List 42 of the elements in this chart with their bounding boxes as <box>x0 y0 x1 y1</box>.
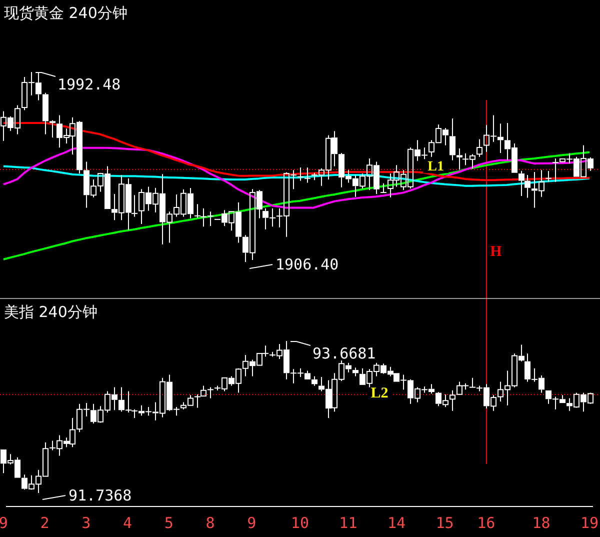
annotation: 91.7368 <box>68 486 132 504</box>
x-tick-label: 9 <box>0 514 8 532</box>
annotation: 1992.48 <box>58 75 121 94</box>
x-tick-label: 19 <box>580 514 599 532</box>
ref-line-label: L1 <box>428 160 444 175</box>
x-tick-label: 10 <box>290 514 309 532</box>
x-tick-label: 16 <box>477 514 496 532</box>
annotation: 93.6681 <box>312 344 376 362</box>
annotation: 1906.40 <box>276 255 339 274</box>
x-tick-label: 14 <box>387 514 406 532</box>
x-tick-label: 11 <box>339 514 358 532</box>
x-tick-label: 4 <box>123 514 132 532</box>
candlestick <box>42 92 48 135</box>
candlestick <box>297 167 304 182</box>
candlestick <box>312 376 318 386</box>
x-tick-label: 2 <box>40 514 50 532</box>
candlestick <box>304 167 311 184</box>
candlestick <box>207 211 214 227</box>
ref-line-label: H <box>490 244 502 260</box>
candlestick <box>524 174 530 198</box>
ref-line-label: L2 <box>370 385 388 402</box>
chart-title: 现货黄金 240分钟 <box>4 4 128 23</box>
x-tick-label: 8 <box>206 514 215 532</box>
x-tick-label: 18 <box>532 514 550 532</box>
candlestick <box>131 194 138 218</box>
candlestick <box>200 208 207 228</box>
candlestick <box>450 118 456 161</box>
x-tick-label: 3 <box>82 514 91 532</box>
candlestick <box>545 170 552 182</box>
candlestick <box>476 138 482 158</box>
candlestick <box>380 182 387 193</box>
x-tick-label: 15 <box>436 514 454 532</box>
chart-title: 美指 240分钟 <box>4 303 98 322</box>
candlestick <box>518 170 524 197</box>
candlestick <box>456 148 462 170</box>
candlestick <box>194 204 201 219</box>
x-tick-label: 9 <box>247 514 256 532</box>
candlestick <box>352 367 358 377</box>
candlestick <box>50 120 56 138</box>
x-tick-label: 5 <box>164 514 174 532</box>
candlestick <box>498 123 504 154</box>
candlestick <box>207 386 214 399</box>
